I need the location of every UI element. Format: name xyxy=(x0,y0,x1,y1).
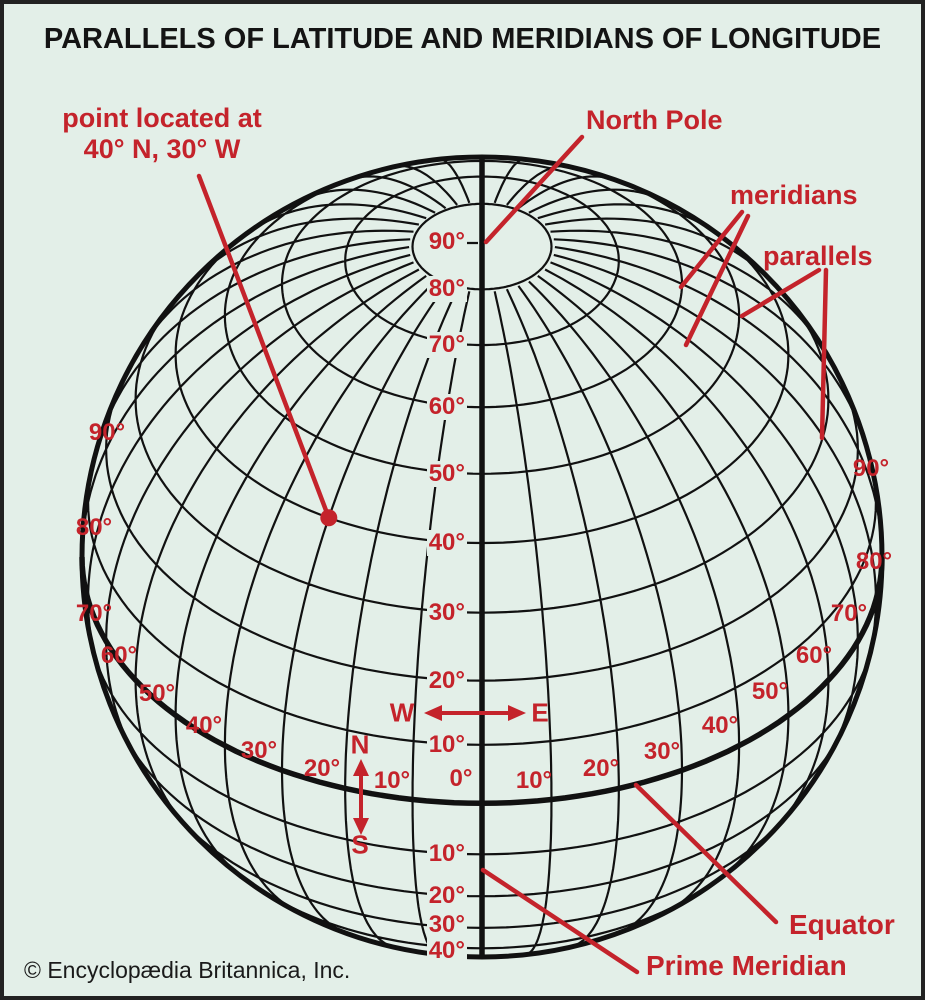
globe-diagram xyxy=(79,134,885,975)
north-south-arrow xyxy=(353,759,369,835)
compass-west-letter: W xyxy=(389,697,415,728)
parallels-leader-line-2 xyxy=(819,267,829,441)
equator-label: Equator xyxy=(789,909,895,940)
prime-meridian-leader-line xyxy=(480,867,640,975)
meridians-label: meridians xyxy=(730,180,858,210)
page-title: PARALLELS OF LATITUDE AND MERIDIANS OF L… xyxy=(43,23,882,55)
point-location-label-line2: 40° N, 30° W xyxy=(83,134,241,164)
north-pole-leader-line xyxy=(483,134,585,245)
parallels-label: parallels xyxy=(763,241,873,271)
meridians-leader-line-1 xyxy=(678,209,745,290)
west-east-arrow xyxy=(424,705,526,721)
compass-north-letter: N xyxy=(350,729,370,760)
compass-south-letter: S xyxy=(351,829,369,860)
north-pole-label: North Pole xyxy=(586,105,723,135)
copyright-notice: © Encyclopædia Britannica, Inc. xyxy=(24,957,351,983)
compass-east-letter: E xyxy=(531,697,549,728)
point-location-label-line1: point located at xyxy=(62,103,262,133)
meridians-leader-line-2 xyxy=(683,213,751,348)
location-point-marker xyxy=(320,509,338,527)
point-location-label: point located at 40° N, 30° W xyxy=(42,103,282,165)
prime-meridian-label: Prime Meridian xyxy=(646,950,847,981)
point-leader-line xyxy=(196,173,332,521)
parallels-leader-line-1 xyxy=(739,267,822,319)
equator-leader-line xyxy=(633,782,779,925)
